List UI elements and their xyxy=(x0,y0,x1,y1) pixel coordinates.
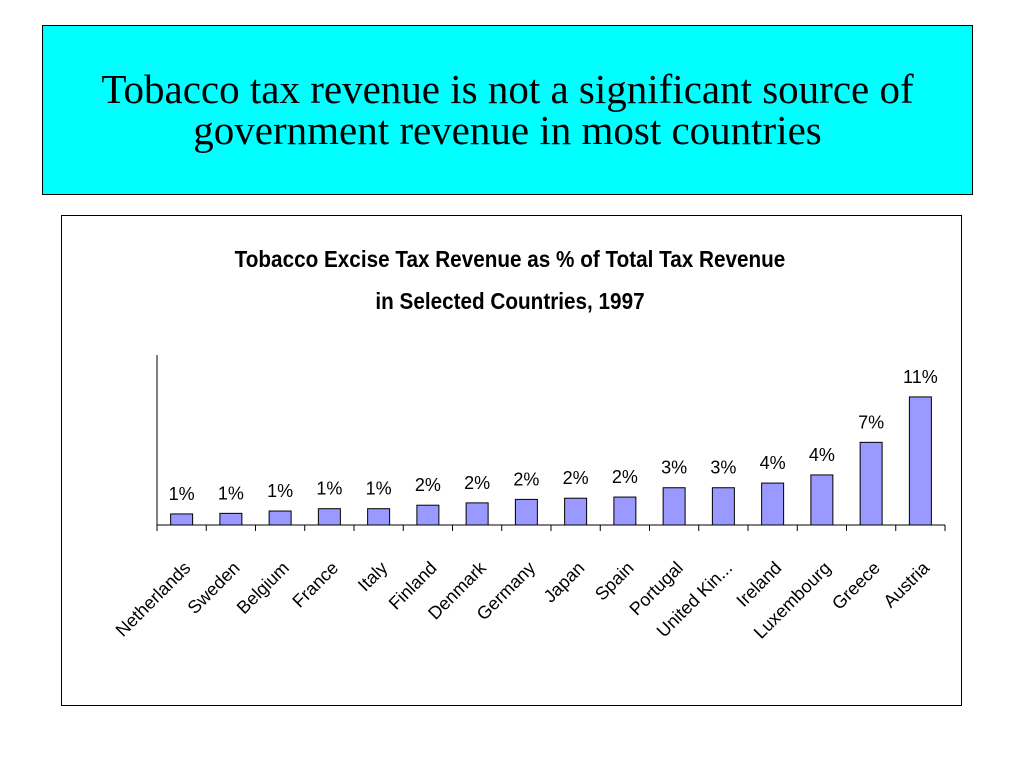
bar xyxy=(662,487,686,526)
bar xyxy=(268,510,292,526)
data-label: 3% xyxy=(710,458,736,478)
x-tick-label: Japan xyxy=(540,558,589,607)
data-label: 11% xyxy=(903,367,938,387)
data-label: 1% xyxy=(218,483,244,503)
x-tick-label: Italy xyxy=(354,558,391,595)
chart-title: Tobacco Excise Tax Revenue as % of Total… xyxy=(234,246,786,314)
slide-title: Tobacco tax revenue is not a significant… xyxy=(101,66,914,153)
header: Tobacco tax revenue is not a significant… xyxy=(42,25,973,195)
data-label: 2% xyxy=(563,468,589,488)
chart-frame xyxy=(61,215,962,706)
data-label: 1% xyxy=(366,479,392,499)
bar xyxy=(514,498,538,526)
data-label: 4% xyxy=(760,453,786,473)
x-tick-label: Spain xyxy=(591,558,638,605)
data-label: 7% xyxy=(858,412,884,432)
bar xyxy=(367,508,391,526)
x-tick-label: Netherlands xyxy=(112,558,195,641)
bar xyxy=(908,396,932,526)
x-tick-label: France xyxy=(288,558,342,612)
bar xyxy=(219,512,243,526)
data-label: 1% xyxy=(316,479,342,499)
bar xyxy=(613,496,637,526)
x-tick-label: Sweden xyxy=(184,558,244,618)
bar xyxy=(810,474,834,526)
data-label: 3% xyxy=(661,458,687,478)
bar xyxy=(711,487,735,526)
bar xyxy=(564,497,588,526)
data-label: 1% xyxy=(169,484,195,504)
x-tick-label: Belgium xyxy=(233,558,293,618)
x-tick-label: Greece xyxy=(828,558,884,614)
bar xyxy=(859,441,883,526)
bar xyxy=(170,513,194,526)
bar xyxy=(761,482,785,526)
data-label: 2% xyxy=(612,467,638,487)
bar xyxy=(317,508,341,526)
data-label: 2% xyxy=(464,473,490,493)
bar xyxy=(416,504,440,526)
x-tick-label: Austria xyxy=(879,557,933,611)
data-label: 4% xyxy=(809,445,835,465)
data-label: 1% xyxy=(267,481,293,501)
data-label: 2% xyxy=(513,469,539,489)
bar xyxy=(465,502,489,526)
data-label: 2% xyxy=(415,475,441,495)
